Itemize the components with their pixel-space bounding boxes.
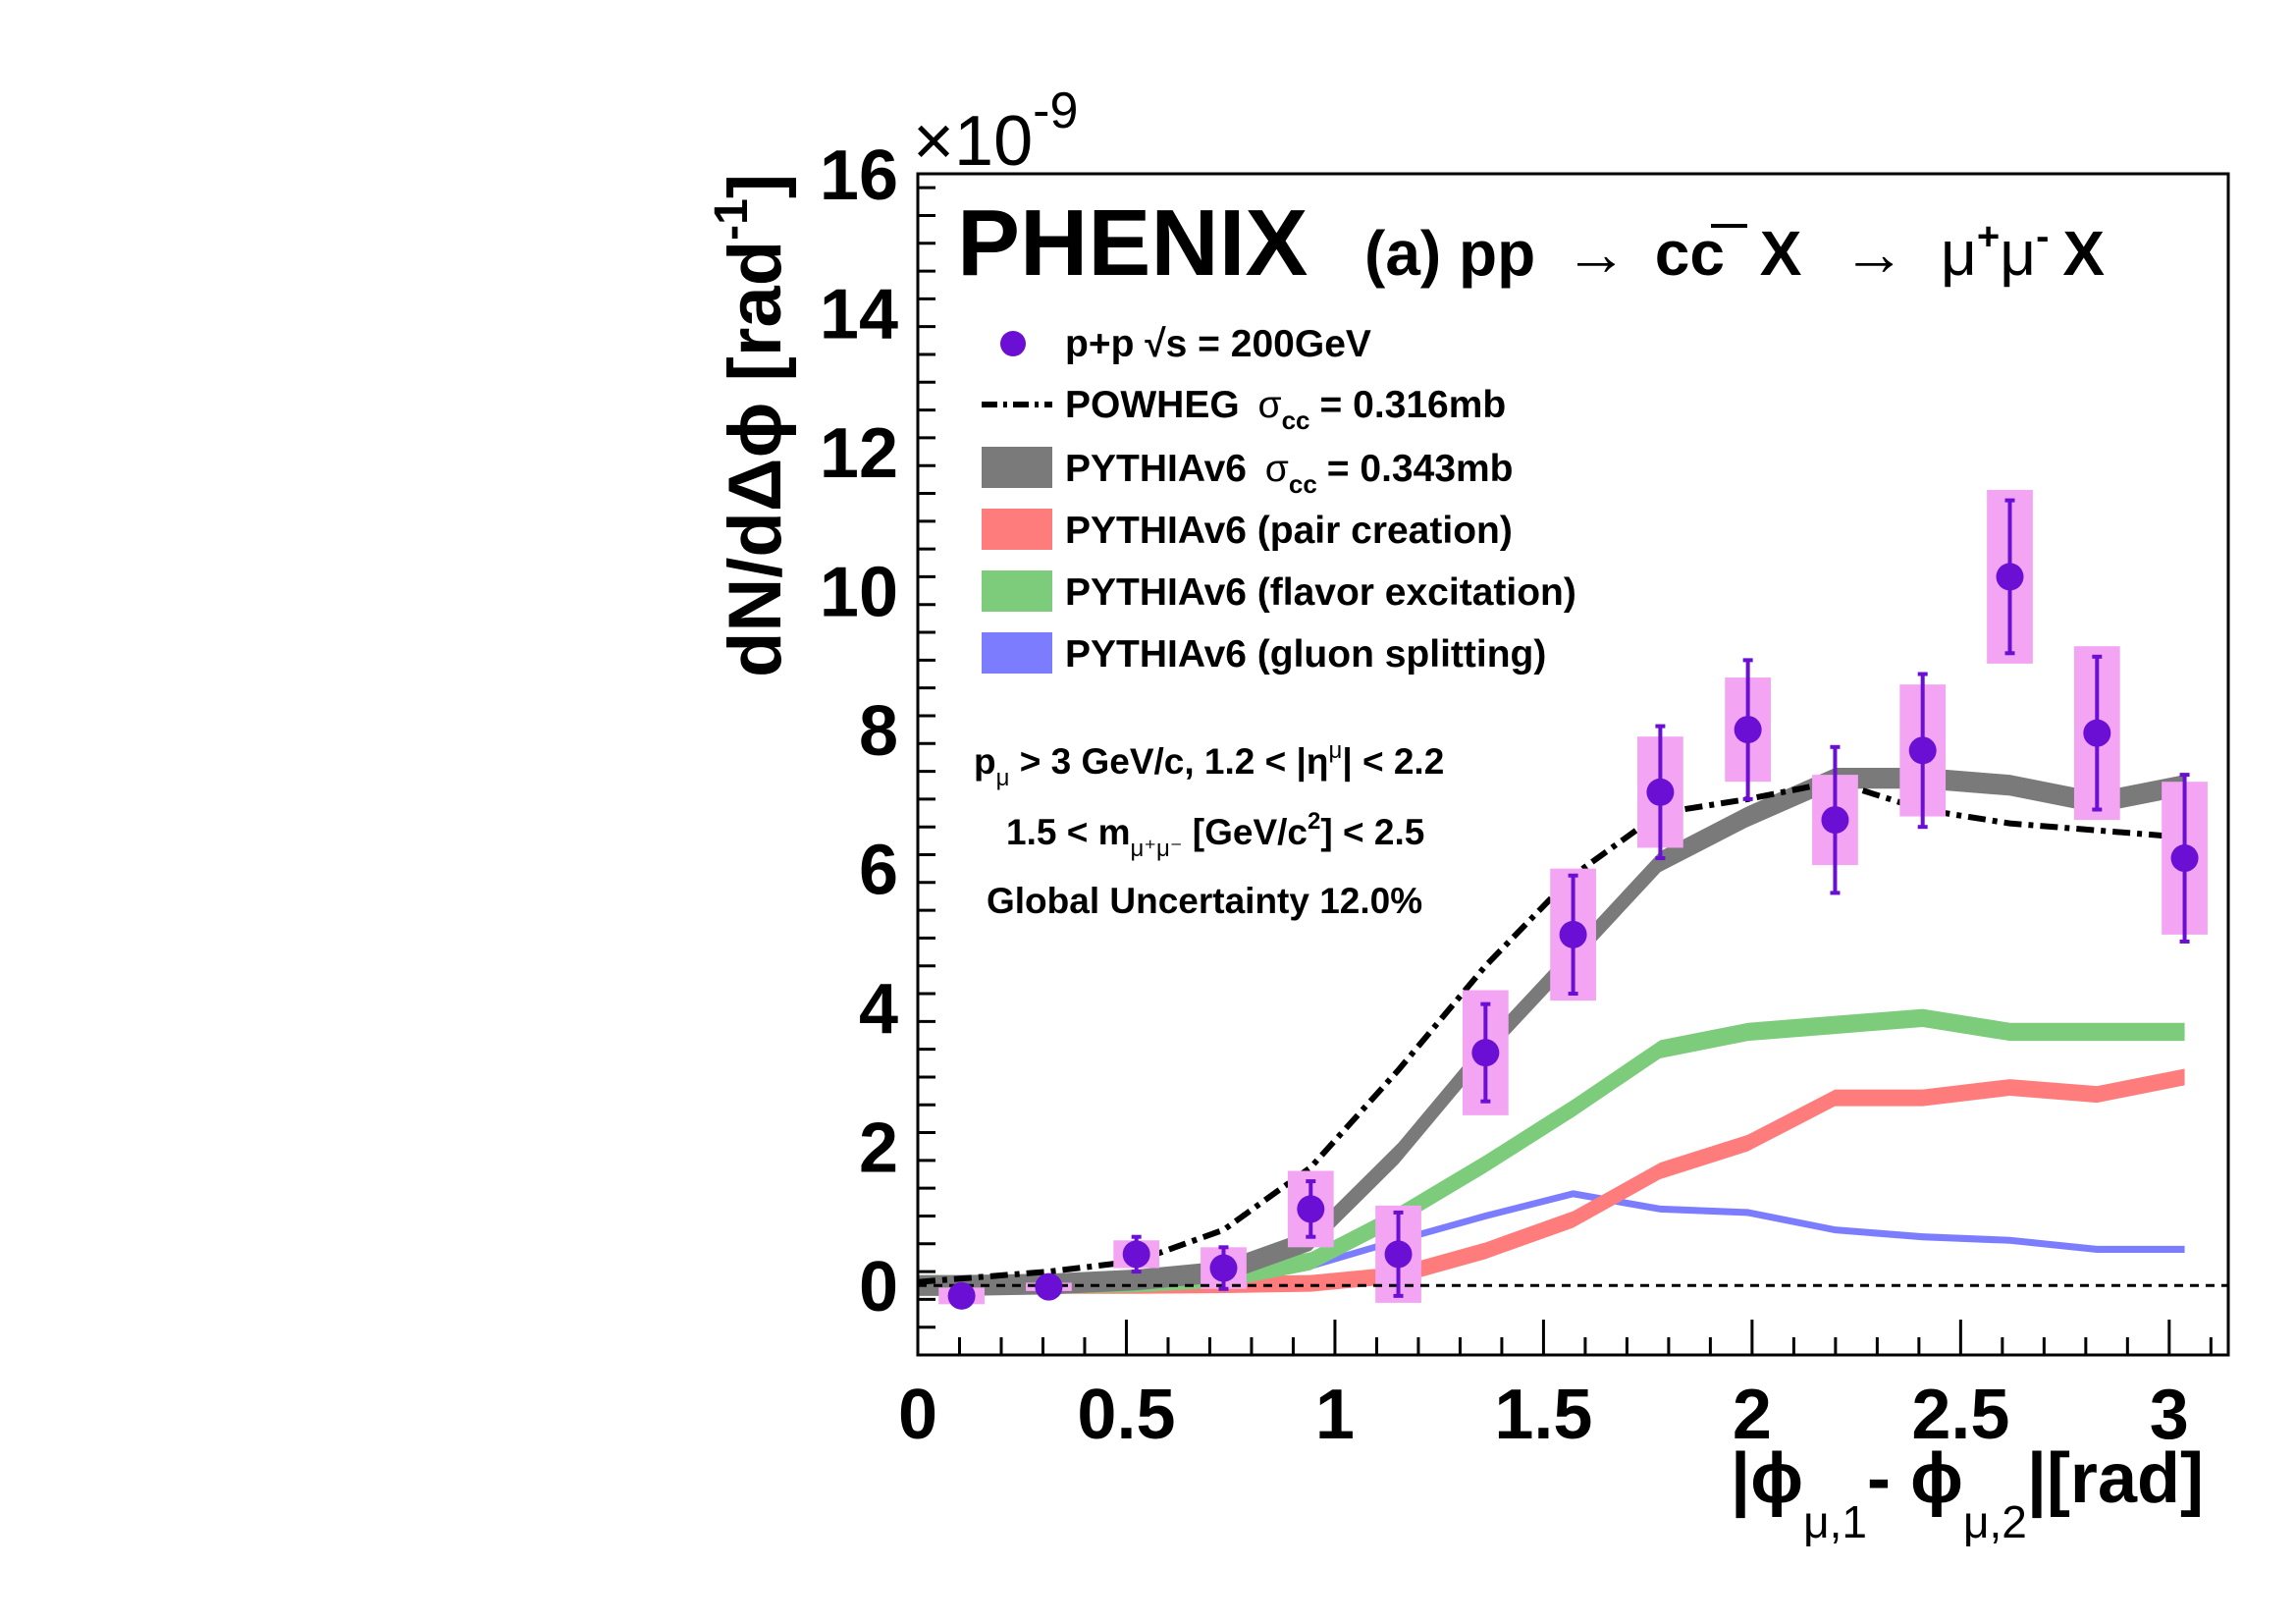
legend-powheg-sigma-sub: cc <box>1282 406 1310 435</box>
data-point <box>1297 1195 1325 1223</box>
legend-pythia-value: = 0.343mb <box>1327 448 1514 490</box>
data-point <box>1122 1240 1150 1269</box>
data-point <box>1035 1272 1063 1301</box>
data-point <box>1384 1240 1413 1269</box>
model-bands <box>918 768 2185 1296</box>
cut-line-2-sup: 2 <box>1308 808 1320 835</box>
x-axis-title-phi1: |ϕ <box>1731 1439 1803 1518</box>
axis-ticks <box>916 186 2213 1357</box>
x-tick-label: 1 <box>1315 1376 1355 1454</box>
y-axis-title-close: ] <box>714 174 797 198</box>
x-axis-title-unit: |[rad] <box>2027 1439 2204 1518</box>
legend-pythia-name: PYTHIAv6 <box>1065 448 1247 490</box>
y-multiplier: ×10-9 <box>913 82 1078 181</box>
legend-pythia-swatch <box>982 447 1052 488</box>
y-axis-title-exp: -1 <box>706 198 758 241</box>
process-pp: (a) pp <box>1364 218 1535 289</box>
legend-powheg-name: POWHEG <box>1065 384 1240 426</box>
data-point <box>1209 1254 1238 1282</box>
process-arrow-1: → <box>1565 218 1628 289</box>
y-tick-label: 0 <box>859 1248 898 1326</box>
y-tick-label: 8 <box>859 692 898 771</box>
cut-line-1-end: | < 2.2 <box>1342 741 1444 783</box>
x-tick-label: 2 <box>1733 1376 1772 1454</box>
gluon-splitting-band <box>918 1190 2185 1289</box>
x-axis-title: |ϕμ,1- ϕμ,2|[rad] <box>1731 1439 2204 1547</box>
legend-pythia-sigma: σ <box>1265 448 1289 490</box>
x-axis-title-sub2: μ,2 <box>1963 1496 2027 1547</box>
data-point <box>947 1281 976 1310</box>
legend-flavor-swatch <box>982 570 1052 612</box>
x-tick-label: 1.5 <box>1494 1376 1592 1454</box>
y-axis-title-main: dN/dΔϕ [rad <box>714 241 797 677</box>
cut-line-2-end: ] < 2.5 <box>1320 812 1424 852</box>
cut-line-1: pμ > 3 GeV/c, 1.2 < |ημ| < 2.2 <box>974 737 1444 791</box>
data-point <box>1996 563 2024 591</box>
x-tick-label: 0.5 <box>1077 1376 1175 1454</box>
x-axis-title-minus: - ϕ <box>1867 1439 1963 1518</box>
y-tick-label: 10 <box>820 554 898 632</box>
cut-line-1-p: p <box>974 741 996 782</box>
data-point <box>1471 1039 1500 1067</box>
process-mu1: μ <box>1941 218 1977 289</box>
data-points-layer <box>947 498 2199 1310</box>
cut-line-2-a: 1.5 < m <box>1006 812 1131 852</box>
x-tick-label: 0 <box>898 1376 937 1454</box>
plot-frame <box>916 172 2230 1357</box>
legend-data-label: p+p √s = 200GeV <box>1065 323 1371 365</box>
cut-line-2: 1.5 < mμ⁺μ⁻ [GeV/c2] < 2.5 <box>1006 808 1424 862</box>
process-mu2: μ <box>2000 218 2036 289</box>
legend-pair-swatch <box>982 509 1052 550</box>
legend-pair-label: PYTHIAv6 (pair creation) <box>1065 510 1513 552</box>
data-point <box>1559 920 1587 948</box>
data-point <box>1734 716 1762 744</box>
data-point <box>1908 736 1937 765</box>
y-tick-label: 6 <box>859 832 898 910</box>
cut-line-1-sup: μ <box>1328 737 1342 764</box>
data-point <box>2083 719 2111 747</box>
legend-pythia-sigma-sub: cc <box>1289 469 1317 499</box>
y-tick-label: 16 <box>820 136 898 215</box>
process-mu1-charge: + <box>1977 215 2000 258</box>
y-tick-label: 2 <box>859 1109 898 1188</box>
y-axis-title: dN/dΔϕ [rad-1] <box>706 174 797 677</box>
cut-line-2-sub: μ⁺μ⁻ <box>1131 836 1183 862</box>
flavor-excitation-band <box>918 1008 2185 1295</box>
legend-gluon-swatch <box>982 632 1052 674</box>
data-point <box>1646 778 1675 806</box>
y-tick-label: 14 <box>820 276 898 354</box>
y-tick-label: 4 <box>859 970 898 1049</box>
data-point <box>1821 806 1849 835</box>
y-multiplier-base: ×10 <box>913 102 1033 181</box>
process-arrow-2: → <box>1842 218 1905 289</box>
experiment-label: PHENIX <box>957 190 1308 296</box>
y-tick-label: 12 <box>820 414 898 493</box>
legend: p+p √s = 200GeV POWHEG σcc = 0.316mb PYTH… <box>982 323 1576 676</box>
x-tick-label: 2.5 <box>1911 1376 2009 1454</box>
x-tick-label: 3 <box>2150 1376 2189 1454</box>
legend-data-marker <box>1000 331 1026 356</box>
process-mu2-charge: - <box>2036 215 2049 258</box>
legend-gluon-label: PYTHIAv6 (gluon splitting) <box>1065 633 1546 676</box>
legend-pythia-label: PYTHIAv6 σcc = 0.343mb <box>1065 448 1514 499</box>
process-cc: cc <box>1655 218 1725 289</box>
cut-line-1-sub: μ <box>996 765 1010 791</box>
cuts-annotation: pμ > 3 GeV/c, 1.2 < |ημ| < 2.2 1.5 < mμ⁺… <box>974 737 1444 921</box>
cut-line-2-b: [GeV/c <box>1183 812 1308 852</box>
legend-powheg-sigma: σ <box>1258 384 1282 426</box>
process-x-2: X <box>2062 218 2105 289</box>
x-axis-title-sub1: μ,1 <box>1803 1496 1867 1547</box>
pair-creation-band <box>918 1068 2185 1294</box>
process-label: (a) pp → cc X → μ+μ- X <box>1364 215 2105 289</box>
legend-powheg-value: = 0.316mb <box>1320 384 1507 426</box>
global-uncertainty: Global Uncertainty 12.0% <box>987 881 1422 921</box>
legend-flavor-label: PYTHIAv6 (flavor excitation) <box>1065 571 1576 614</box>
cut-line-1-mid: > 3 GeV/c, 1.2 < |η <box>1009 741 1328 783</box>
y-multiplier-exp: -9 <box>1033 82 1078 139</box>
legend-powheg-label: POWHEG σcc = 0.316mb <box>1065 384 1506 435</box>
data-point <box>2170 844 2199 873</box>
axis-tick-labels: 0 0.5 1 1.5 2 2.5 3 0 2 4 6 8 10 12 14 16 <box>820 136 2189 1454</box>
process-x-1: X <box>1760 218 1802 289</box>
